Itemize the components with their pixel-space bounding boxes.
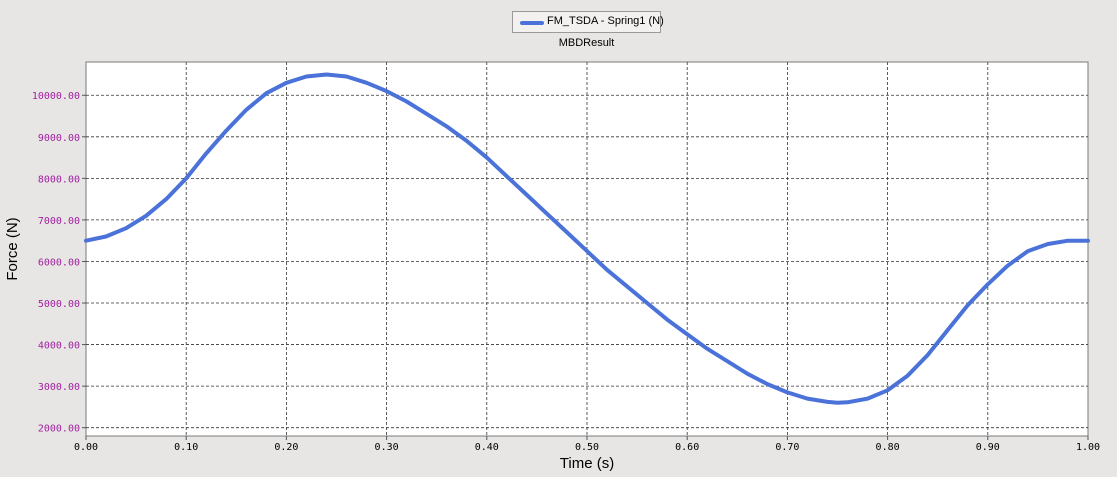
x-tick-label: 0.30: [375, 442, 399, 453]
x-tick-label: 0.60: [675, 442, 699, 453]
y-tick-label: 7000.00: [38, 216, 80, 227]
y-tick-label: 9000.00: [38, 133, 80, 144]
x-tick-label: 0.20: [274, 442, 298, 453]
x-tick-label: 1.00: [1076, 442, 1100, 453]
y-tick-label: 4000.00: [38, 341, 80, 352]
x-tick-label: 0.70: [775, 442, 799, 453]
legend-swatch: [520, 21, 544, 25]
y-tick-label: 10000.00: [32, 91, 80, 102]
legend: FM_TSDA - Spring1 (N): [512, 11, 664, 33]
series-line: [84, 72, 1090, 405]
y-tick-label: 5000.00: [38, 299, 80, 310]
x-tick-label: 0.90: [976, 442, 1000, 453]
y-tick-label: 2000.00: [38, 424, 80, 435]
x-tick-label: 0.80: [876, 442, 900, 453]
x-axis-label: Time (s): [560, 455, 614, 472]
y-tick-label: 6000.00: [38, 257, 80, 268]
y-tick-label: 8000.00: [38, 174, 80, 185]
x-tick-label: 0.50: [575, 442, 599, 453]
x-tick-label: 0.10: [174, 442, 198, 453]
chart-subtitle: MBDResult: [558, 37, 615, 49]
y-tick-label: 3000.00: [38, 382, 80, 393]
y-axis-label: Force (N): [4, 217, 21, 280]
x-tick-label: 0.00: [74, 442, 98, 453]
legend-label: FM_TSDA - Spring1 (N): [547, 15, 664, 27]
x-tick-label: 0.40: [475, 442, 499, 453]
